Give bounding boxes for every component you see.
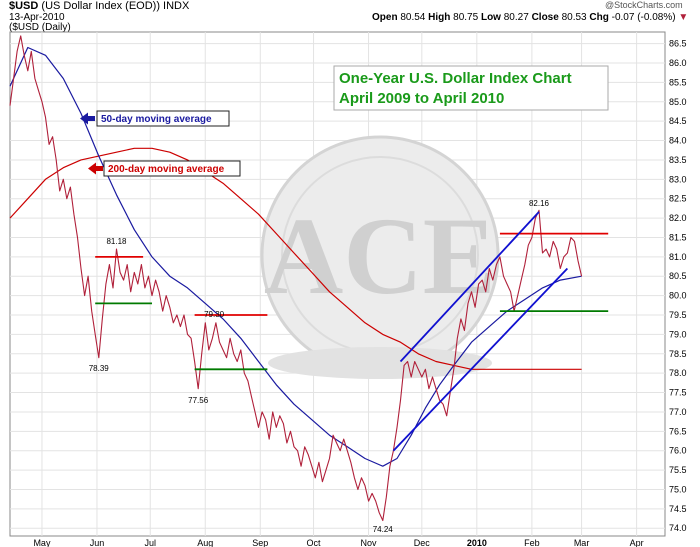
channel-line [399,211,540,363]
chart-title-line: April 2009 to April 2010 [339,90,504,107]
price-annotation: 81.18 [106,237,127,246]
y-tick-label: 85.5 [669,77,687,87]
header-symbol-line: $USD (US Dollar Index (EOD)) INDX [9,0,189,12]
y-tick-label: 86.0 [669,58,687,68]
channel-line [392,267,569,452]
legend-200-day-arrow-icon [88,162,103,175]
close-label: Close [531,12,559,23]
y-tick-label: 82.5 [669,194,687,204]
chg-label: Chg [589,12,609,23]
watermark-text: ACE [264,195,496,317]
down-arrow-icon: ▼ [678,12,689,23]
y-tick-label: 77.0 [669,407,687,417]
price-annotation: 78.39 [89,364,110,373]
legend-50-day-label: 50-day moving average [101,114,212,125]
high-label: High [428,12,451,23]
y-tick-label: 78.5 [669,349,687,359]
y-tick-label: 81.0 [669,252,687,262]
open-value: 80.54 [400,12,426,23]
close-value: 80.53 [561,12,587,23]
price-annotation: 74.24 [373,525,394,534]
y-tick-label: 74.0 [669,523,687,533]
y-tick-label: 80.0 [669,291,687,301]
price-annotation: 77.56 [188,396,209,405]
price-annotation: 79.30 [204,310,225,319]
chart-title-line: One-Year U.S. Dollar Index Chart [339,70,572,87]
chg-value: -0.07 (-0.08%) [611,12,676,23]
legend-50-day-box [96,110,230,127]
y-tick-label: 78.0 [669,368,687,378]
high-value: 80.75 [453,12,479,23]
watermark-coin-edge [268,347,492,379]
header-quote: Open 80.54 High 80.75 Low 80.27 Close 80… [372,12,688,23]
source-credit: @StockCharts.com [605,0,683,10]
y-tick-label: 75.0 [669,484,687,494]
header-name: (US Dollar Index (EOD)) [41,0,160,12]
y-tick-label: 84.5 [669,116,687,126]
chart-title-box [333,65,609,111]
open-label: Open [372,12,398,23]
y-tick-label: 74.5 [669,504,687,514]
header-symbol: $USD [9,0,39,12]
legend-200-day-label: 200-day moving average [108,164,225,175]
y-tick-label: 79.0 [669,329,687,339]
legend-50-day-arrow-icon [80,112,95,125]
x-tick-label: Feb [524,538,540,547]
x-tick-label: 2010 [467,538,487,547]
x-tick-label: Dec [414,538,431,547]
y-tick-label: 86.5 [669,39,687,49]
x-tick-label: Apr [630,538,644,547]
chart-title-group: One-Year U.S. Dollar Index Chart April 20… [333,65,609,111]
x-tick-label: Aug [197,538,213,547]
y-tick-label: 85.0 [669,97,687,107]
y-tick-label: 81.5 [669,232,687,242]
low-value: 80.27 [503,12,529,23]
y-tick-label: 83.0 [669,174,687,184]
header-exchange: INDX [163,0,190,12]
y-tick-label: 75.5 [669,465,687,475]
header-period: ($USD (Daily) [9,22,71,33]
y-tick-label: 76.0 [669,446,687,456]
y-tick-label: 83.5 [669,155,687,165]
x-tick-label: Sep [252,538,268,547]
y-tick-label: 82.0 [669,213,687,223]
y-tick-label: 77.5 [669,388,687,398]
x-tick-label: Jul [144,538,156,547]
header-date: 13-Apr-2010 [9,12,65,23]
price-annotation: 82.16 [529,199,550,208]
x-tick-label: Oct [307,538,322,547]
legend-200-day-box [103,160,241,177]
low-label: Low [480,12,501,23]
x-tick-label: Mar [574,538,590,547]
x-tick-label: Nov [361,538,378,547]
y-tick-label: 79.5 [669,310,687,320]
y-tick-label: 80.5 [669,271,687,281]
x-tick-label: Jun [90,538,105,547]
y-tick-label: 76.5 [669,426,687,436]
y-tick-label: 84.0 [669,136,687,146]
x-tick-label: May [33,538,51,547]
series-line-usd-index [9,35,583,522]
